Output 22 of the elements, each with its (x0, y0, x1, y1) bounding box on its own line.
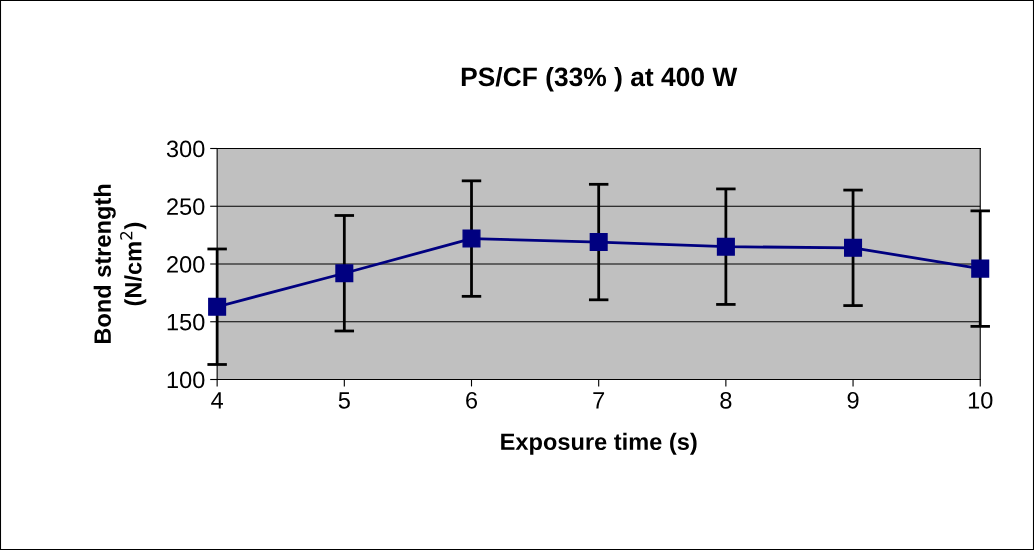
point (208, 297, 227, 316)
x-tick-label: 9 (847, 391, 859, 409)
point (462, 229, 481, 248)
y-tick-label: 200 (167, 256, 205, 273)
y-axis-title: Bond strength (N/cm$^{2}$) (93, 184, 147, 344)
point (844, 238, 863, 257)
y-tick-label: 250 (167, 198, 205, 216)
point (589, 233, 608, 252)
y-tick-label: 100 (167, 371, 205, 389)
chart-title: PS/CF (33% ) at 400 W (461, 66, 738, 92)
x-tick-label: 5 (338, 392, 350, 409)
y-tick-label: 150 (167, 313, 205, 331)
x-tick-label: 10 (968, 391, 993, 409)
x-tick-label: 4 (211, 392, 224, 409)
y-tick-label: 300 (166, 140, 205, 158)
point (335, 264, 354, 283)
x-tick-label: 7 (593, 392, 605, 409)
x-tick-label: 8 (720, 391, 732, 409)
point (716, 237, 735, 256)
point (971, 259, 990, 278)
x-tick-label: 6 (466, 391, 478, 409)
x-axis-title: Exposure time (s) (501, 432, 697, 455)
